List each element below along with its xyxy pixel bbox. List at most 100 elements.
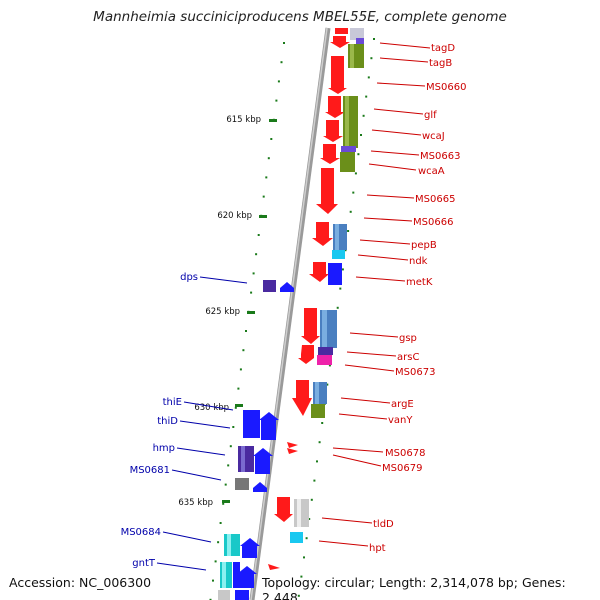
gene-arrow-pepb xyxy=(312,222,333,246)
leader-line xyxy=(373,108,424,115)
minor-tick xyxy=(245,330,247,332)
minor-tick xyxy=(297,594,300,597)
gene-label: MS0673 xyxy=(395,367,435,378)
gene-label: pepB xyxy=(411,240,437,251)
minor-tick xyxy=(267,157,270,160)
gene-arrow-gsp xyxy=(301,308,320,344)
gene-label: tagB xyxy=(429,58,452,69)
gene-arrows-reverse xyxy=(268,28,350,570)
gene-block-ms0684 xyxy=(224,534,240,556)
gene-label: wcaA xyxy=(418,166,445,177)
feature-block xyxy=(340,152,355,172)
gene-label: vanY xyxy=(388,415,413,426)
gene-block-thie xyxy=(243,410,260,438)
minor-tick xyxy=(360,134,362,136)
minor-tick xyxy=(232,426,235,428)
minor-tick xyxy=(227,464,230,467)
scale-label: 615 kbp xyxy=(226,115,261,125)
gene-label: MS0666 xyxy=(413,217,453,228)
scale-630: 630 kbp xyxy=(194,403,243,413)
feature-block xyxy=(350,28,364,40)
leader-line xyxy=(171,469,222,481)
leader-line xyxy=(359,239,411,245)
feature-block xyxy=(341,146,356,152)
gene-label: MS0665 xyxy=(415,194,455,205)
gene-label: gntT xyxy=(132,558,156,569)
gene-arrow-glf xyxy=(325,96,345,118)
feature-block xyxy=(227,534,231,556)
minor-tick xyxy=(252,272,255,275)
leader-line xyxy=(370,150,420,156)
gene-arrow-arge xyxy=(292,380,312,416)
minor-tick xyxy=(277,80,280,83)
minor-tick xyxy=(303,556,305,559)
scale-label: 625 kbp xyxy=(205,307,240,317)
feature-block xyxy=(241,446,245,472)
gene-arrow-ms0684 xyxy=(240,538,260,558)
genes-value: 2,448 xyxy=(262,590,298,600)
accession-label: Accession: xyxy=(9,575,76,590)
gene-arrow-ms0679 xyxy=(287,448,298,454)
feature-block xyxy=(235,590,249,600)
minor-tick xyxy=(300,575,303,578)
feature-block xyxy=(297,499,301,527)
leader-line xyxy=(376,82,426,87)
topology-value: circular; xyxy=(324,575,375,590)
gene-label: MS0681 xyxy=(130,465,170,476)
leader-line xyxy=(183,401,234,411)
scale-label: 635 kbp xyxy=(178,498,213,508)
gene-label: MS0678 xyxy=(385,448,425,459)
gene-label: hpt xyxy=(369,543,386,554)
minor-tick xyxy=(217,541,220,544)
leader-line xyxy=(338,413,388,420)
minor-tick xyxy=(310,498,313,501)
leader-line xyxy=(371,129,422,136)
leader-line xyxy=(179,420,231,429)
minor-tick xyxy=(349,210,352,213)
gene-block-hmp xyxy=(238,446,254,472)
gene-label: dps xyxy=(180,272,198,283)
scale-tick xyxy=(235,404,243,407)
feature-blocks-right xyxy=(290,28,364,543)
minor-tick xyxy=(370,57,373,60)
gene-arrow-ms0665 xyxy=(316,168,338,214)
genome-stats-footer: Topology: circular; Length: 2,314,078 bp… xyxy=(262,575,600,600)
gene-arrow-wcaj xyxy=(323,120,343,142)
minor-tick xyxy=(239,368,242,371)
gene-label: arsC xyxy=(397,352,419,363)
gene-arrow-metk xyxy=(309,262,329,282)
gene-arrow-thid xyxy=(259,412,279,440)
leader-line xyxy=(340,397,391,404)
gene-arrow xyxy=(331,56,344,82)
feature-block xyxy=(315,382,319,404)
minor-tick xyxy=(237,387,240,390)
minor-tick xyxy=(362,114,365,117)
feature-block xyxy=(233,562,240,588)
scale-625: 625 kbp xyxy=(205,307,255,317)
minor-tick xyxy=(316,460,318,463)
minor-tick xyxy=(367,76,370,79)
minor-tick xyxy=(365,95,368,98)
gene-label: tldD xyxy=(373,519,394,530)
gene-label: wcaJ xyxy=(422,131,445,142)
minor-tick xyxy=(318,441,321,444)
gene-arrow-ms0673 xyxy=(298,354,314,364)
minor-tick xyxy=(280,61,283,64)
minor-tick xyxy=(265,176,268,179)
length-value: 2,314,078 bp; xyxy=(430,575,518,590)
scale-label: 630 kbp xyxy=(194,403,229,413)
leader-line xyxy=(332,454,382,467)
gene-label: MS0660 xyxy=(426,82,466,93)
feature-block xyxy=(335,224,339,250)
minor-tick xyxy=(283,42,285,44)
leader-line xyxy=(379,42,431,49)
minor-tick xyxy=(308,518,311,520)
feature-block xyxy=(294,499,309,527)
leader-line xyxy=(355,276,406,282)
gene-label: gsp xyxy=(399,333,417,344)
gene-block-dps xyxy=(263,280,276,292)
minor-tick xyxy=(313,479,316,482)
gene-arrow-ms0681 xyxy=(253,482,267,492)
